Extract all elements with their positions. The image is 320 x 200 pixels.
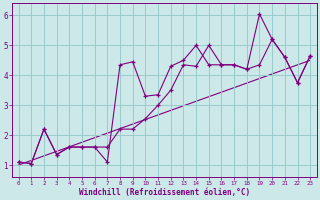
X-axis label: Windchill (Refroidissement éolien,°C): Windchill (Refroidissement éolien,°C) — [79, 188, 250, 197]
